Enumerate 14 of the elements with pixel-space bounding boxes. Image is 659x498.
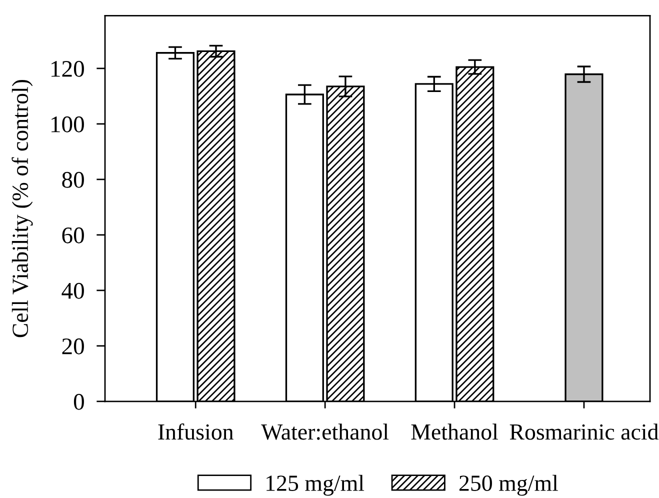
y-tick-label: 20 xyxy=(62,338,84,354)
legend-label: 125 mg/ml xyxy=(266,474,364,496)
x-tick-label: Methanol xyxy=(411,424,498,440)
y-tick-label: 100 xyxy=(52,116,84,132)
y-tick-label: 60 xyxy=(62,227,84,244)
y-tick-label: 120 xyxy=(52,60,84,77)
y-tick-label: 80 xyxy=(62,172,84,188)
y-tick-label: 0 xyxy=(74,394,84,410)
x-tick-label: Water:ethanol xyxy=(261,424,389,440)
y-axis-title: Cell Viability (% of control) xyxy=(12,80,33,338)
y-tick-label: 40 xyxy=(62,282,84,299)
x-tick-label: Infusion xyxy=(158,423,234,440)
legend-label: 250 mg/ml xyxy=(459,474,558,496)
x-tick-label: Rosmarinic acid xyxy=(510,424,658,440)
